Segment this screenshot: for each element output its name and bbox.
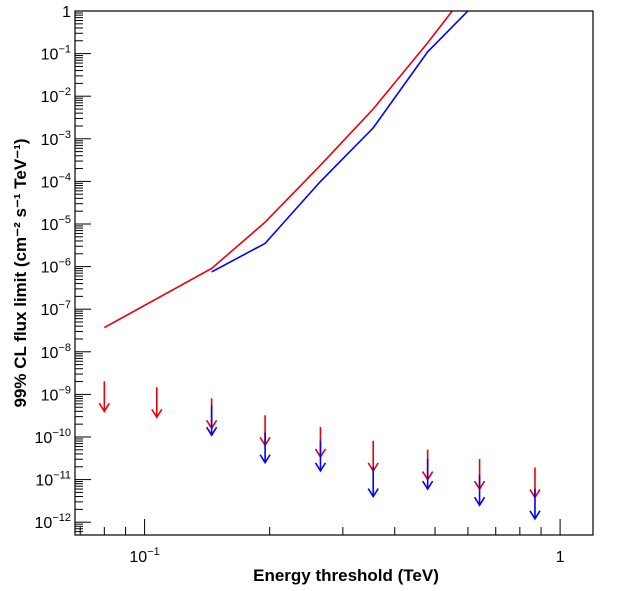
x-tick-label: 10−1: [129, 546, 159, 566]
y-tick-label: 10−5: [41, 214, 71, 234]
x-tick-label: 1: [556, 549, 565, 566]
y-tick-label: 10−12: [35, 512, 71, 532]
flux-limit-line: [103, 11, 453, 329]
y-tick-label: 10−2: [41, 86, 71, 106]
upper-limit-arrow-head: [314, 462, 327, 473]
upper-limit-arrow-head: [259, 454, 271, 465]
upper-limit-arrow-head: [367, 488, 379, 499]
y-tick-label: 10−10: [35, 427, 71, 447]
upper-limit-arrow-head: [421, 480, 434, 491]
y-tick-label: 10−6: [41, 257, 71, 277]
y-tick-label: 10−7: [41, 299, 71, 319]
upper-limit-arrow-head: [98, 402, 111, 413]
flux-limit-line: [211, 11, 469, 273]
upper-limit-arrow-head: [473, 496, 486, 507]
y-axis-title: 99% CL flux limit (cm⁻² s⁻¹ TeV⁻¹): [11, 138, 30, 407]
x-axis-title: Energy threshold (TeV): [253, 566, 439, 585]
upper-limit-arrow-head: [151, 408, 163, 419]
minor-ticks: [75, 10, 561, 536]
y-tick-label: 10−4: [41, 171, 71, 191]
y-tick-label: 10−9: [41, 384, 71, 404]
upper-limit-arrow-head: [529, 510, 541, 521]
y-tick-label: 1: [62, 4, 71, 21]
y-tick-label: 10−3: [41, 129, 71, 149]
y-tick-label: 10−11: [35, 470, 71, 490]
plot-frame: [74, 10, 594, 536]
tick-labels: 1 10−1 10−2 10−3 10−4 10−5 10−6 10−7 10−8 10−9 10−…: [35, 4, 565, 566]
y-tick-label: 10−8: [41, 342, 71, 362]
upper-limit-arrow-head: [205, 426, 218, 437]
y-tick-label: 10−1: [41, 44, 71, 64]
series-layer: [98, 11, 541, 521]
